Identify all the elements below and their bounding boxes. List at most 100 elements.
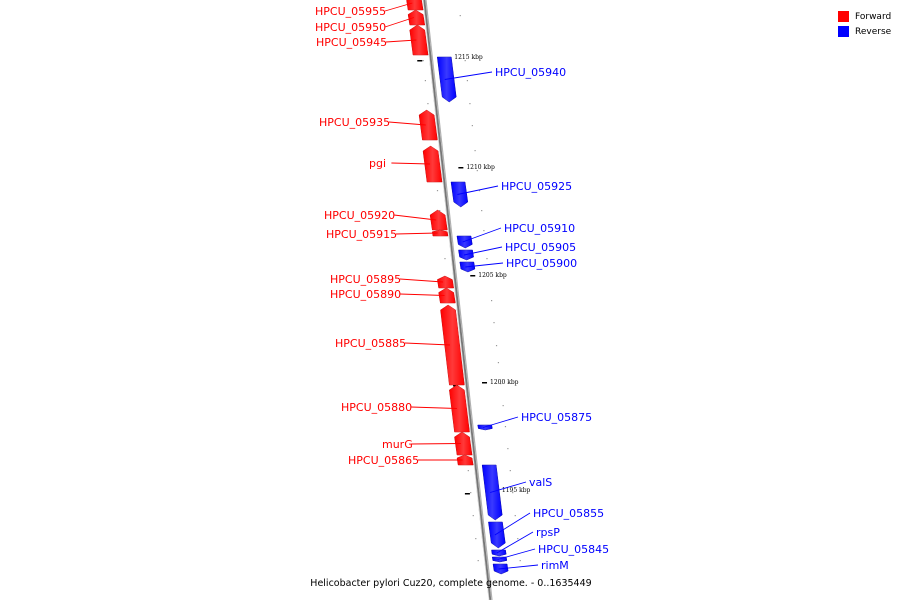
gene-gloss	[438, 288, 456, 303]
gene-label: HPCU_05940	[495, 66, 566, 79]
caption-text: Helicobacter pylori Cuz20, complete geno…	[310, 578, 592, 589]
genome-caption: Helicobacter pylori Cuz20, complete geno…	[0, 578, 900, 589]
gene-gloss	[432, 230, 448, 236]
legend-forward: Forward	[838, 9, 891, 24]
gene-gloss	[456, 236, 473, 248]
gene-label: valS	[529, 476, 552, 489]
gene-leader-line	[494, 512, 531, 536]
axis-dot	[502, 405, 504, 407]
gene-leader-line	[384, 2, 413, 12]
gene-label: HPCU_05865	[348, 454, 419, 467]
reverse-swatch	[838, 26, 849, 37]
axis-dot	[467, 470, 469, 472]
sequence-axis	[422, 0, 492, 600]
forward-swatch	[838, 11, 849, 22]
gene-gloss	[408, 10, 425, 25]
gene-leader-line	[457, 185, 499, 195]
gene-gloss	[419, 110, 438, 140]
axis-dot	[422, 60, 424, 62]
axis-dot	[514, 515, 516, 517]
gene-leader-line	[496, 531, 534, 554]
gene-label: HPCU_05880	[341, 401, 412, 414]
gene-label: rpsP	[536, 526, 560, 539]
axis-dot	[491, 300, 493, 302]
gene-leader-line	[444, 71, 493, 80]
gene-label: HPCU_05925	[501, 180, 572, 193]
axis-dot	[478, 190, 481, 192]
sequence-shadow	[425, 0, 493, 600]
axis-dot	[483, 230, 485, 232]
gene-leader-line	[462, 227, 502, 243]
axis-dot	[507, 448, 509, 450]
gene-label: HPCU_05855	[533, 507, 604, 520]
gene-leader-line	[465, 262, 504, 268]
gene-label: HPCU_05915	[326, 228, 397, 241]
scale-tick-label: 1205 kbp	[478, 272, 507, 279]
scale-tick	[482, 382, 488, 384]
gene-gloss	[454, 432, 473, 455]
gene-leader-line	[497, 548, 536, 560]
gene-gloss	[449, 385, 470, 432]
scale-tick-label: 1195 kbp	[502, 487, 531, 494]
gene-label: HPCU_05910	[504, 222, 575, 235]
gene-label: murG	[382, 438, 413, 451]
axis-dot	[477, 560, 479, 562]
axis-dot	[472, 515, 474, 517]
gene-leader-line	[490, 481, 527, 493]
gene-leader-line	[463, 246, 503, 256]
gene-leader-line	[393, 214, 437, 221]
axis-dot	[504, 426, 507, 428]
axis-dot	[424, 80, 426, 82]
gene-label: HPCU_05955	[315, 5, 386, 18]
axis-dot	[493, 322, 495, 324]
axis-dot	[476, 170, 478, 172]
axis-dot	[509, 470, 511, 472]
gene-leader-line	[411, 443, 461, 445]
axis-dot	[439, 210, 441, 212]
scale-tick	[458, 167, 464, 169]
axis-dot	[474, 150, 476, 152]
gene-label: pgi	[369, 157, 386, 170]
axis-dot	[427, 103, 429, 105]
gene-gloss	[409, 25, 429, 55]
axis-dot	[497, 362, 500, 364]
axis-dot	[470, 492, 472, 494]
scale-tick-label: 1210 kbp	[466, 164, 495, 171]
gene-gloss	[440, 305, 465, 385]
sequence-axis-highlight	[422, 0, 490, 600]
axis-dot	[436, 190, 439, 192]
axis-dot	[486, 258, 488, 260]
gene-leader-line	[385, 39, 417, 43]
legend-forward-label: Forward	[855, 11, 892, 22]
gene-gloss	[437, 276, 454, 288]
scale-tick-left	[417, 60, 423, 62]
axis-dot	[495, 345, 498, 347]
gene-gloss	[423, 146, 443, 182]
gene-label: HPCU_05950	[315, 21, 386, 34]
gene-label: HPCU_05875	[521, 411, 592, 424]
scale-tick-label: 1215 kbp	[454, 54, 483, 61]
gene-leader-line	[388, 121, 426, 126]
scale-tick-label: 1200 kbp	[490, 379, 519, 386]
axis-dot	[517, 538, 519, 540]
axis-dot	[466, 80, 468, 82]
gene-leader-line	[404, 342, 450, 346]
axis-dot	[512, 492, 514, 494]
gene-label: rimM	[541, 559, 569, 572]
gene-label: HPCU_05935	[319, 116, 390, 129]
gene-label: HPCU_05920	[324, 209, 395, 222]
gene-gloss	[491, 550, 507, 556]
gene-leader-line	[498, 564, 539, 570]
gene-leader-line	[410, 406, 457, 409]
gene-label: HPCU_05885	[335, 337, 406, 350]
gene-gloss	[430, 210, 448, 230]
gene-leader-line	[391, 162, 431, 165]
scale-tick-left	[464, 493, 470, 495]
axis-dot	[459, 15, 461, 17]
gene-leader-line	[399, 278, 444, 283]
axis-dot	[481, 210, 483, 212]
gene-leader-line	[384, 17, 415, 28]
scale-tick	[470, 275, 476, 277]
gene-gloss	[482, 465, 503, 520]
